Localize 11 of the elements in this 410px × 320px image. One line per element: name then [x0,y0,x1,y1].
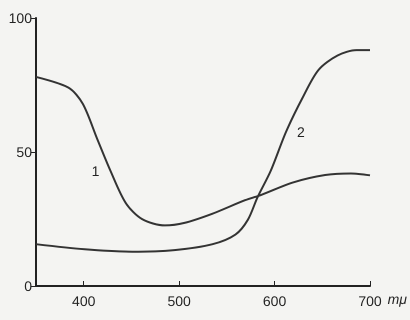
x-tick-label: 400 [72,293,96,309]
series-label: 1 [92,162,100,179]
y-tick-label: 0 [24,278,32,294]
line-series [35,49,371,253]
series-label: 2 [297,124,306,140]
x-tick-label: 600 [262,293,286,309]
x-axis-title: mμ [388,291,408,307]
y-tick-label: 50 [16,144,32,160]
x-tick-label: 700 [358,293,382,309]
y-tick-label: 100 [8,10,32,26]
x-tick-label: 500 [167,293,192,309]
